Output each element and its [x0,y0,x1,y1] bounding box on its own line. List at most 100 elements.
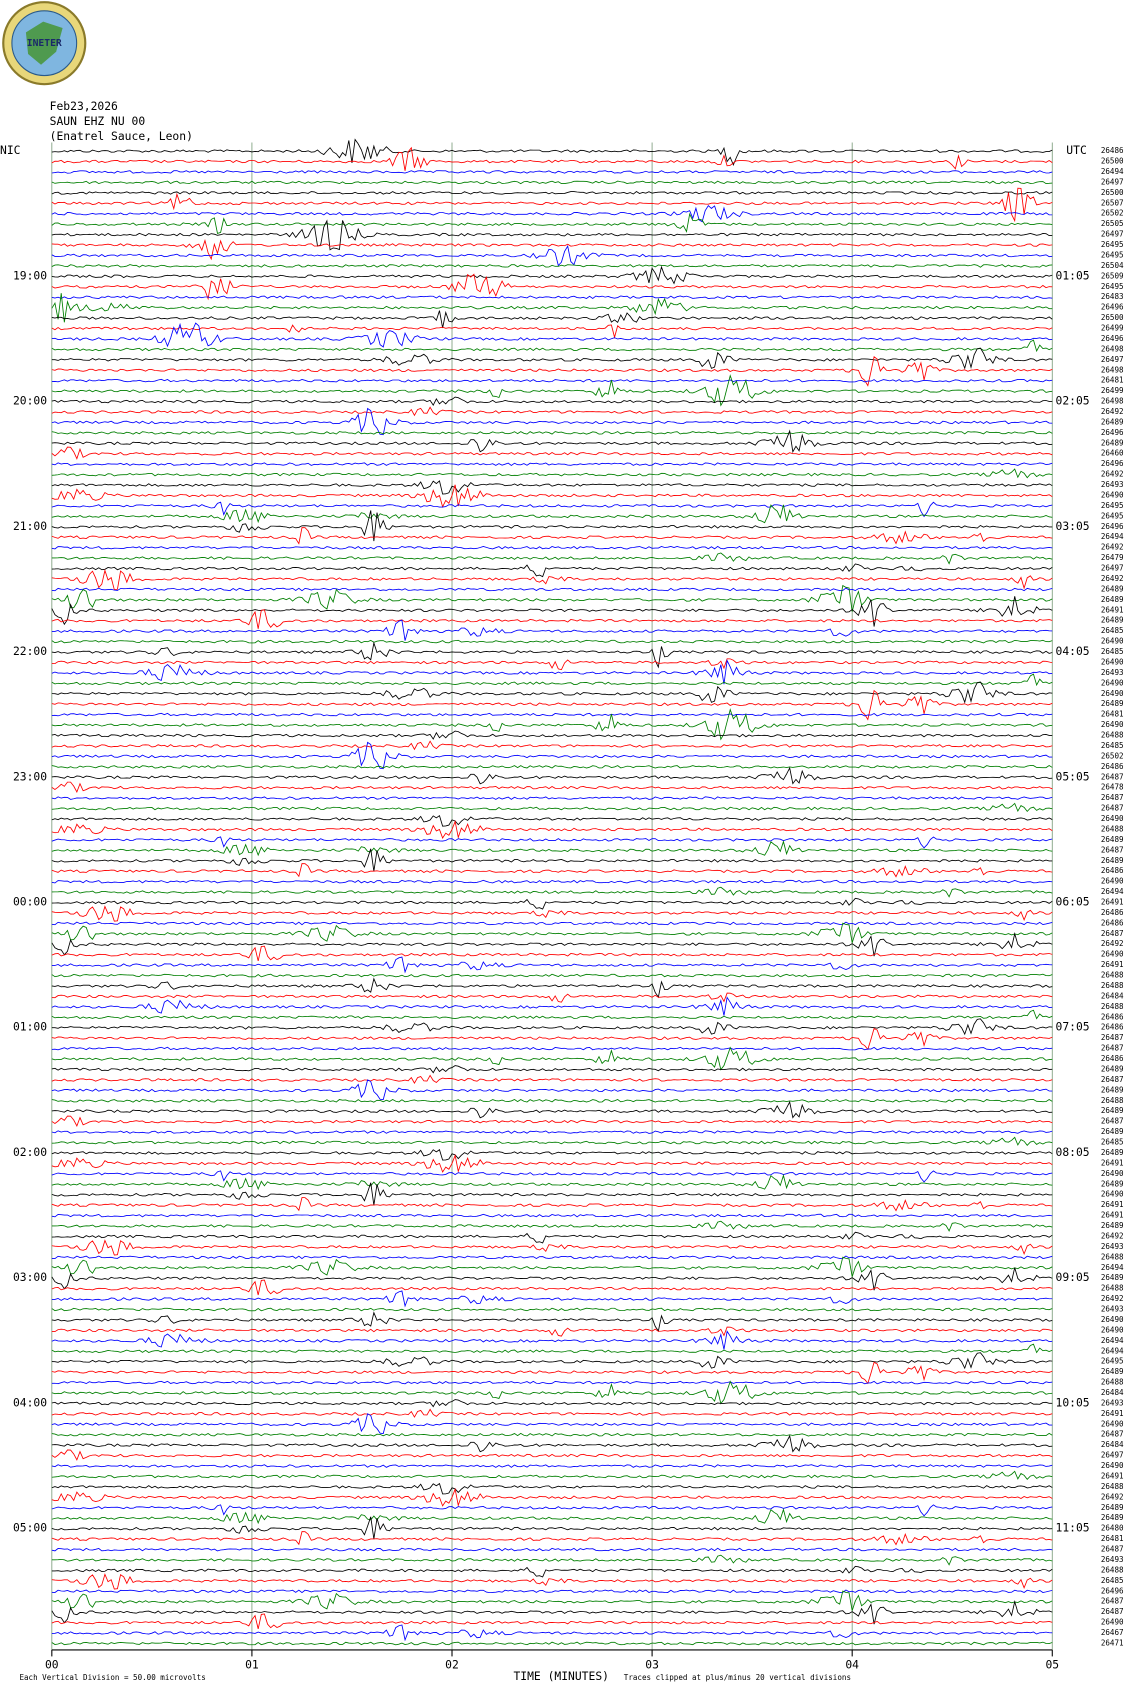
trace [51,1130,1053,1134]
trace [51,212,1053,234]
trace [51,1361,1053,1385]
trace [51,1018,1053,1036]
trace-label: 26488 [1101,1252,1124,1261]
trace [51,1380,1053,1405]
right-hour-label: 01:05 [1056,268,1090,282]
right-hour-label: 10:05 [1056,1395,1090,1409]
trace [51,1099,1053,1103]
trace [51,1326,1053,1337]
trace [51,462,1053,467]
trace-label: 26490 [1101,950,1124,959]
trace-label: 26487 [1101,1075,1124,1084]
trace [51,796,1053,800]
trace-label: 26481 [1101,1534,1124,1543]
trace [51,922,1053,943]
trace-label: 26489 [1101,1085,1124,1094]
trace [51,886,1053,898]
trace-label: 26490 [1101,1618,1124,1627]
trace-label: 26487 [1101,1044,1124,1053]
trace-label: 26491 [1101,1200,1124,1209]
trace-label: 26481 [1101,376,1124,385]
trace-label: 26487 [1101,772,1124,781]
trace-label: 26488 [1101,1378,1124,1387]
trace [51,1599,1053,1625]
trace [51,431,1053,435]
trace-label: 26485 [1101,741,1124,750]
trace [51,1290,1053,1308]
trace-label: 26484 [1101,1440,1124,1449]
trace [51,619,1053,641]
trace [51,1046,1053,1051]
trace [51,658,1053,671]
trace-label: 26497 [1101,355,1124,364]
trace [51,1641,1053,1646]
x-tick-label: 04 [845,1657,859,1671]
trace [51,1547,1053,1552]
trace-label: 26505 [1101,219,1124,228]
trace [51,1565,1053,1578]
trace [51,1153,1053,1173]
trace-label: 26502 [1101,751,1124,760]
trace-label: 26495 [1101,282,1124,291]
right-hour-label: 02:05 [1056,394,1090,408]
logo-text: INETER [27,38,62,49]
trace [51,322,1053,348]
clip-note: Traces clipped at plus/minus 20 vertical… [624,1673,851,1682]
trace [51,1027,1053,1051]
trace-label: 26492 [1101,407,1124,416]
trace-label: 26488 [1101,1284,1124,1293]
trace-label: 26490 [1101,678,1124,687]
trace [51,527,1053,545]
trace [51,1573,1053,1590]
left-hour-label: 03:00 [13,1270,47,1284]
trace [51,1487,1053,1507]
trace [51,1482,1053,1495]
right-hour-label: 11:05 [1056,1521,1090,1535]
trace-label: 26489 [1101,616,1124,625]
trace [51,374,1053,407]
trace [51,596,1053,627]
trace-label: 26486 [1101,918,1124,927]
right-hour-label: 03:05 [1056,519,1090,533]
left-hour-label: 19:00 [13,268,47,282]
trace-label: 26489 [1101,438,1124,447]
trace [51,673,1053,687]
trace-label: 26485 [1101,1576,1124,1585]
left-hour-label: 02:00 [13,1145,47,1159]
trace [51,897,1053,910]
trace-label: 26486 [1101,908,1124,917]
trace-label: 26497 [1101,177,1124,186]
trace-label: 26460 [1101,449,1124,458]
right-hour-label: 05:05 [1056,769,1090,783]
trace-label: 26487 [1101,1607,1124,1616]
right-hour-label: 06:05 [1056,894,1090,908]
right-hour-label: 09:05 [1056,1270,1090,1284]
trace [51,977,1053,999]
left-hour-label: 21:00 [13,519,47,533]
trace [51,545,1053,550]
trace [51,219,1053,251]
trace-label: 26493 [1101,1555,1124,1564]
trace-label: 26499 [1101,324,1124,333]
trace [51,138,1053,167]
trace [51,264,1053,268]
trace [51,324,1053,339]
trace [51,293,1053,323]
trace [51,587,1053,592]
trace-label: 26494 [1101,532,1124,541]
trace-label: 26500 [1101,313,1124,322]
scale-note: Each Vertical Division = 50.00 microvolt… [19,1673,205,1682]
trace [51,1343,1053,1354]
trace [51,1624,1053,1642]
trace-label: 26490 [1101,1419,1124,1428]
trace [51,468,1053,479]
trace-label: 26495 [1101,1357,1124,1366]
trace [51,1307,1053,1312]
trace [51,356,1053,387]
trace [51,1589,1053,1594]
trace [51,836,1053,849]
trace [51,973,1053,978]
trace-label: 26486 [1101,866,1124,875]
trace-label: 26495 [1101,250,1124,259]
